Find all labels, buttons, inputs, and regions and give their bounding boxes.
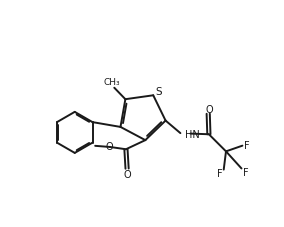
Text: S: S <box>155 87 162 97</box>
Text: O: O <box>123 169 131 179</box>
Text: HN: HN <box>185 130 200 140</box>
Text: F: F <box>244 140 249 150</box>
Text: O: O <box>205 104 213 114</box>
Text: CH₃: CH₃ <box>104 77 120 86</box>
Text: O: O <box>106 141 113 151</box>
Text: F: F <box>217 168 222 178</box>
Text: F: F <box>243 167 248 177</box>
